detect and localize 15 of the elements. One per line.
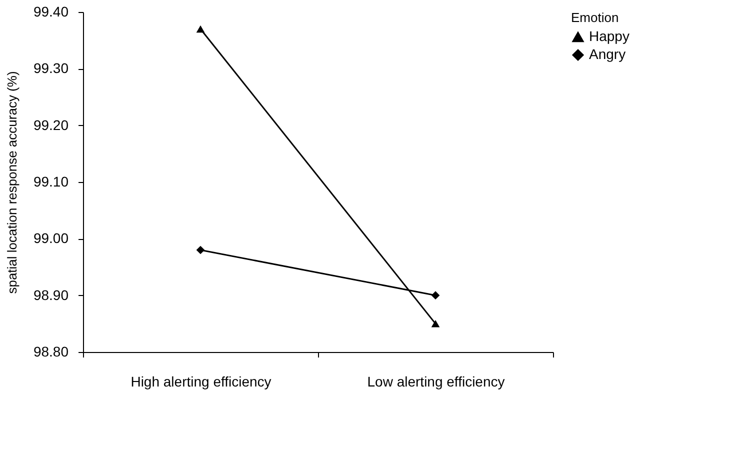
y-tick-label: 99.30 [33, 60, 69, 76]
y-tick-label: 98.90 [33, 286, 69, 303]
y-tick-label: 99.40 [33, 4, 69, 20]
x-tick-label: High alerting efficiency [130, 374, 272, 390]
y-axis-title: spatial location response accuracy (%) [4, 71, 20, 294]
point [196, 246, 205, 254]
point [431, 291, 440, 300]
y-tick-label: 99.20 [33, 116, 69, 133]
legend-label: Happy [589, 28, 630, 44]
legend-label: Angry [589, 46, 626, 62]
y-tick-label: 98.80 [33, 344, 69, 360]
y-tick-label: 99.00 [33, 230, 69, 246]
legend-title: Emotion [571, 10, 619, 25]
x-tick-label: Low alerting efficiency [367, 374, 505, 390]
y-tick-label: 99.10 [33, 174, 69, 190]
